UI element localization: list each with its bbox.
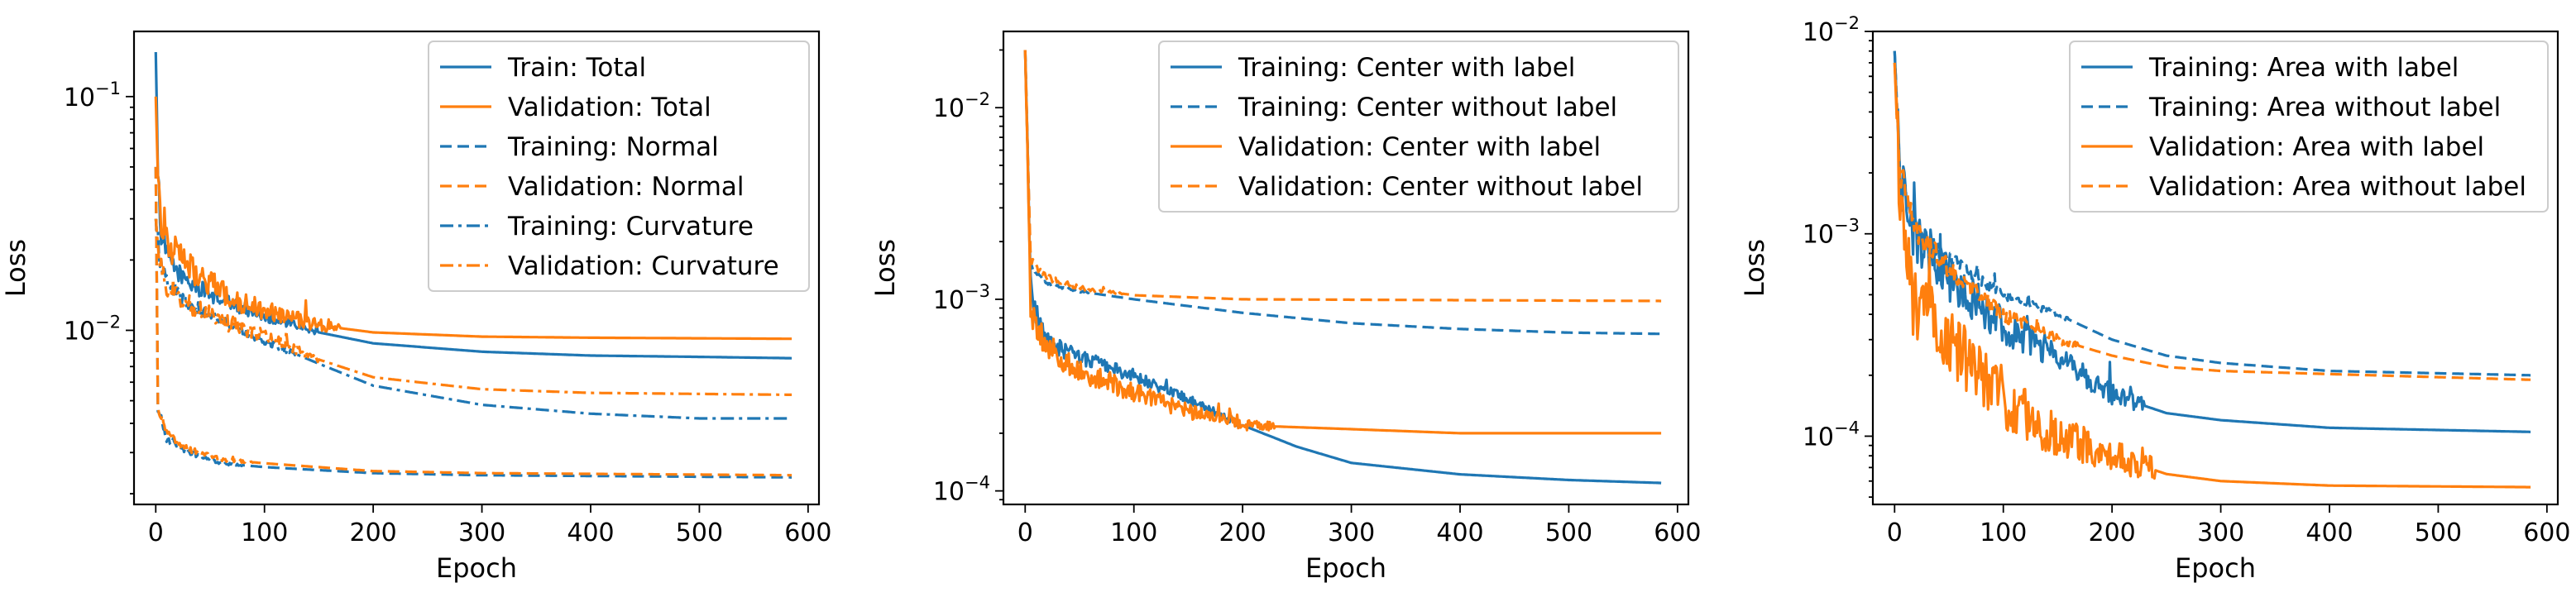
- legend-entry: Validation: Curvature: [508, 251, 779, 281]
- y-axis-label: Loss: [1739, 239, 1770, 297]
- legend-entry: Validation: Normal: [508, 172, 745, 202]
- legend-entry: Training: Area without label: [2148, 93, 2501, 122]
- legend-entry: Validation: Center without label: [1238, 172, 1643, 202]
- x-tick-label: 0: [148, 518, 164, 547]
- x-tick-label: 400: [2305, 518, 2353, 547]
- x-tick-label: 600: [1654, 518, 1701, 547]
- y-tick-label: 10−4: [1803, 418, 1860, 452]
- y-tick-label: 10−3: [1803, 216, 1860, 250]
- x-tick-label: 600: [784, 518, 831, 547]
- x-axis-label: Epoch: [436, 552, 517, 584]
- series-line-validation-total: [154, 96, 792, 341]
- x-tick-label: 200: [2089, 518, 2136, 547]
- x-tick-label: 500: [2415, 518, 2462, 547]
- y-tick-label: 10−2: [64, 312, 121, 346]
- x-tick-label: 500: [1545, 518, 1592, 547]
- series-line-training-curvature: [154, 218, 792, 420]
- legend-entry: Training: Area with label: [2148, 53, 2459, 83]
- legend-box: [2069, 41, 2549, 213]
- series-group: [154, 51, 792, 479]
- y-tick-label: 10−3: [933, 281, 990, 315]
- series-line-validation-normal: [154, 166, 792, 477]
- x-tick-label: 500: [676, 518, 723, 547]
- x-tick-label: 200: [1219, 518, 1266, 547]
- y-axis-label: Loss: [869, 239, 901, 297]
- series-line-training-center-with-label: [1023, 50, 1662, 485]
- y-tick-label: 10−4: [933, 473, 990, 507]
- legend-entry: Validation: Center with label: [1238, 132, 1601, 162]
- legend: Training: Center with label Training: Cen…: [1158, 41, 1679, 213]
- legend-entry: Training: Curvature: [507, 212, 754, 241]
- series-group: [1893, 50, 2531, 489]
- y-tick-label: 10−2: [933, 89, 990, 123]
- x-tick-label: 0: [1887, 518, 1903, 547]
- y-axis-label: Loss: [0, 239, 31, 297]
- x-tick-label: 100: [1980, 518, 2027, 547]
- legend-entry: Validation: Area with label: [2149, 132, 2484, 162]
- series-line-training-area-without-label: [1893, 50, 2531, 377]
- x-tick-label: 100: [1110, 518, 1157, 547]
- x-tick-label: 600: [2523, 518, 2570, 547]
- legend-entry: Training: Center without label: [1238, 93, 1617, 122]
- x-tick-label: 0: [1017, 518, 1033, 547]
- x-axis-label: Epoch: [2175, 552, 2256, 584]
- chart-panel-2: 0 100 200 300 400 500 600 10−2 10−3 10−4 Epoch Loss…: [869, 30, 1701, 584]
- series-line-training-normal: [154, 166, 792, 479]
- chart-panel-3: 0 100 200 300 400 500 600 10−2 10−3 10−4 Epoch Loss…: [1739, 13, 2570, 584]
- series-line-validation-center-with-label: [1023, 50, 1662, 435]
- series-line-validation-area-with-label: [1893, 62, 2531, 489]
- series-line-validation-center-without-label: [1023, 50, 1662, 303]
- chart-panel-1: 0 100 200 300 400 500 600 10−1 10−2 Epoch Loss Trai…: [0, 30, 831, 584]
- axes-frame: [1002, 30, 1690, 506]
- x-tick-label: 400: [1436, 518, 1483, 547]
- x-tick-label: 400: [567, 518, 614, 547]
- x-tick-label: 200: [350, 518, 397, 547]
- legend-box: [428, 41, 810, 292]
- x-tick-label: 300: [2197, 518, 2244, 547]
- series-line-validation-area-without-label: [1893, 62, 2531, 381]
- y-tick-label: 10−2: [1803, 13, 1860, 47]
- axes-frame: [132, 30, 821, 506]
- series-line-validation-curvature: [154, 218, 792, 396]
- legend: Training: Area with label Training: Area …: [2069, 41, 2549, 213]
- x-tick-label: 300: [1328, 518, 1375, 547]
- legend-entry: Validation: Total: [508, 93, 711, 122]
- x-tick-label: 100: [241, 518, 288, 547]
- axes-frame: [1871, 30, 2559, 506]
- legend: Train: Total Validation: Total Training: N…: [428, 41, 810, 292]
- x-axis-label: Epoch: [1305, 552, 1386, 584]
- legend-box: [1158, 41, 1679, 213]
- series-line-training-center-without-label: [1023, 50, 1662, 336]
- legend-entry: Training: Normal: [507, 132, 719, 162]
- legend-entry: Validation: Area without label: [2149, 172, 2526, 202]
- legend-entry: Training: Center with label: [1238, 53, 1575, 83]
- x-tick-label: 300: [458, 518, 505, 547]
- y-tick-label: 10−1: [64, 79, 121, 112]
- series-group: [1023, 50, 1662, 485]
- legend-entry: Train: Total: [507, 53, 646, 83]
